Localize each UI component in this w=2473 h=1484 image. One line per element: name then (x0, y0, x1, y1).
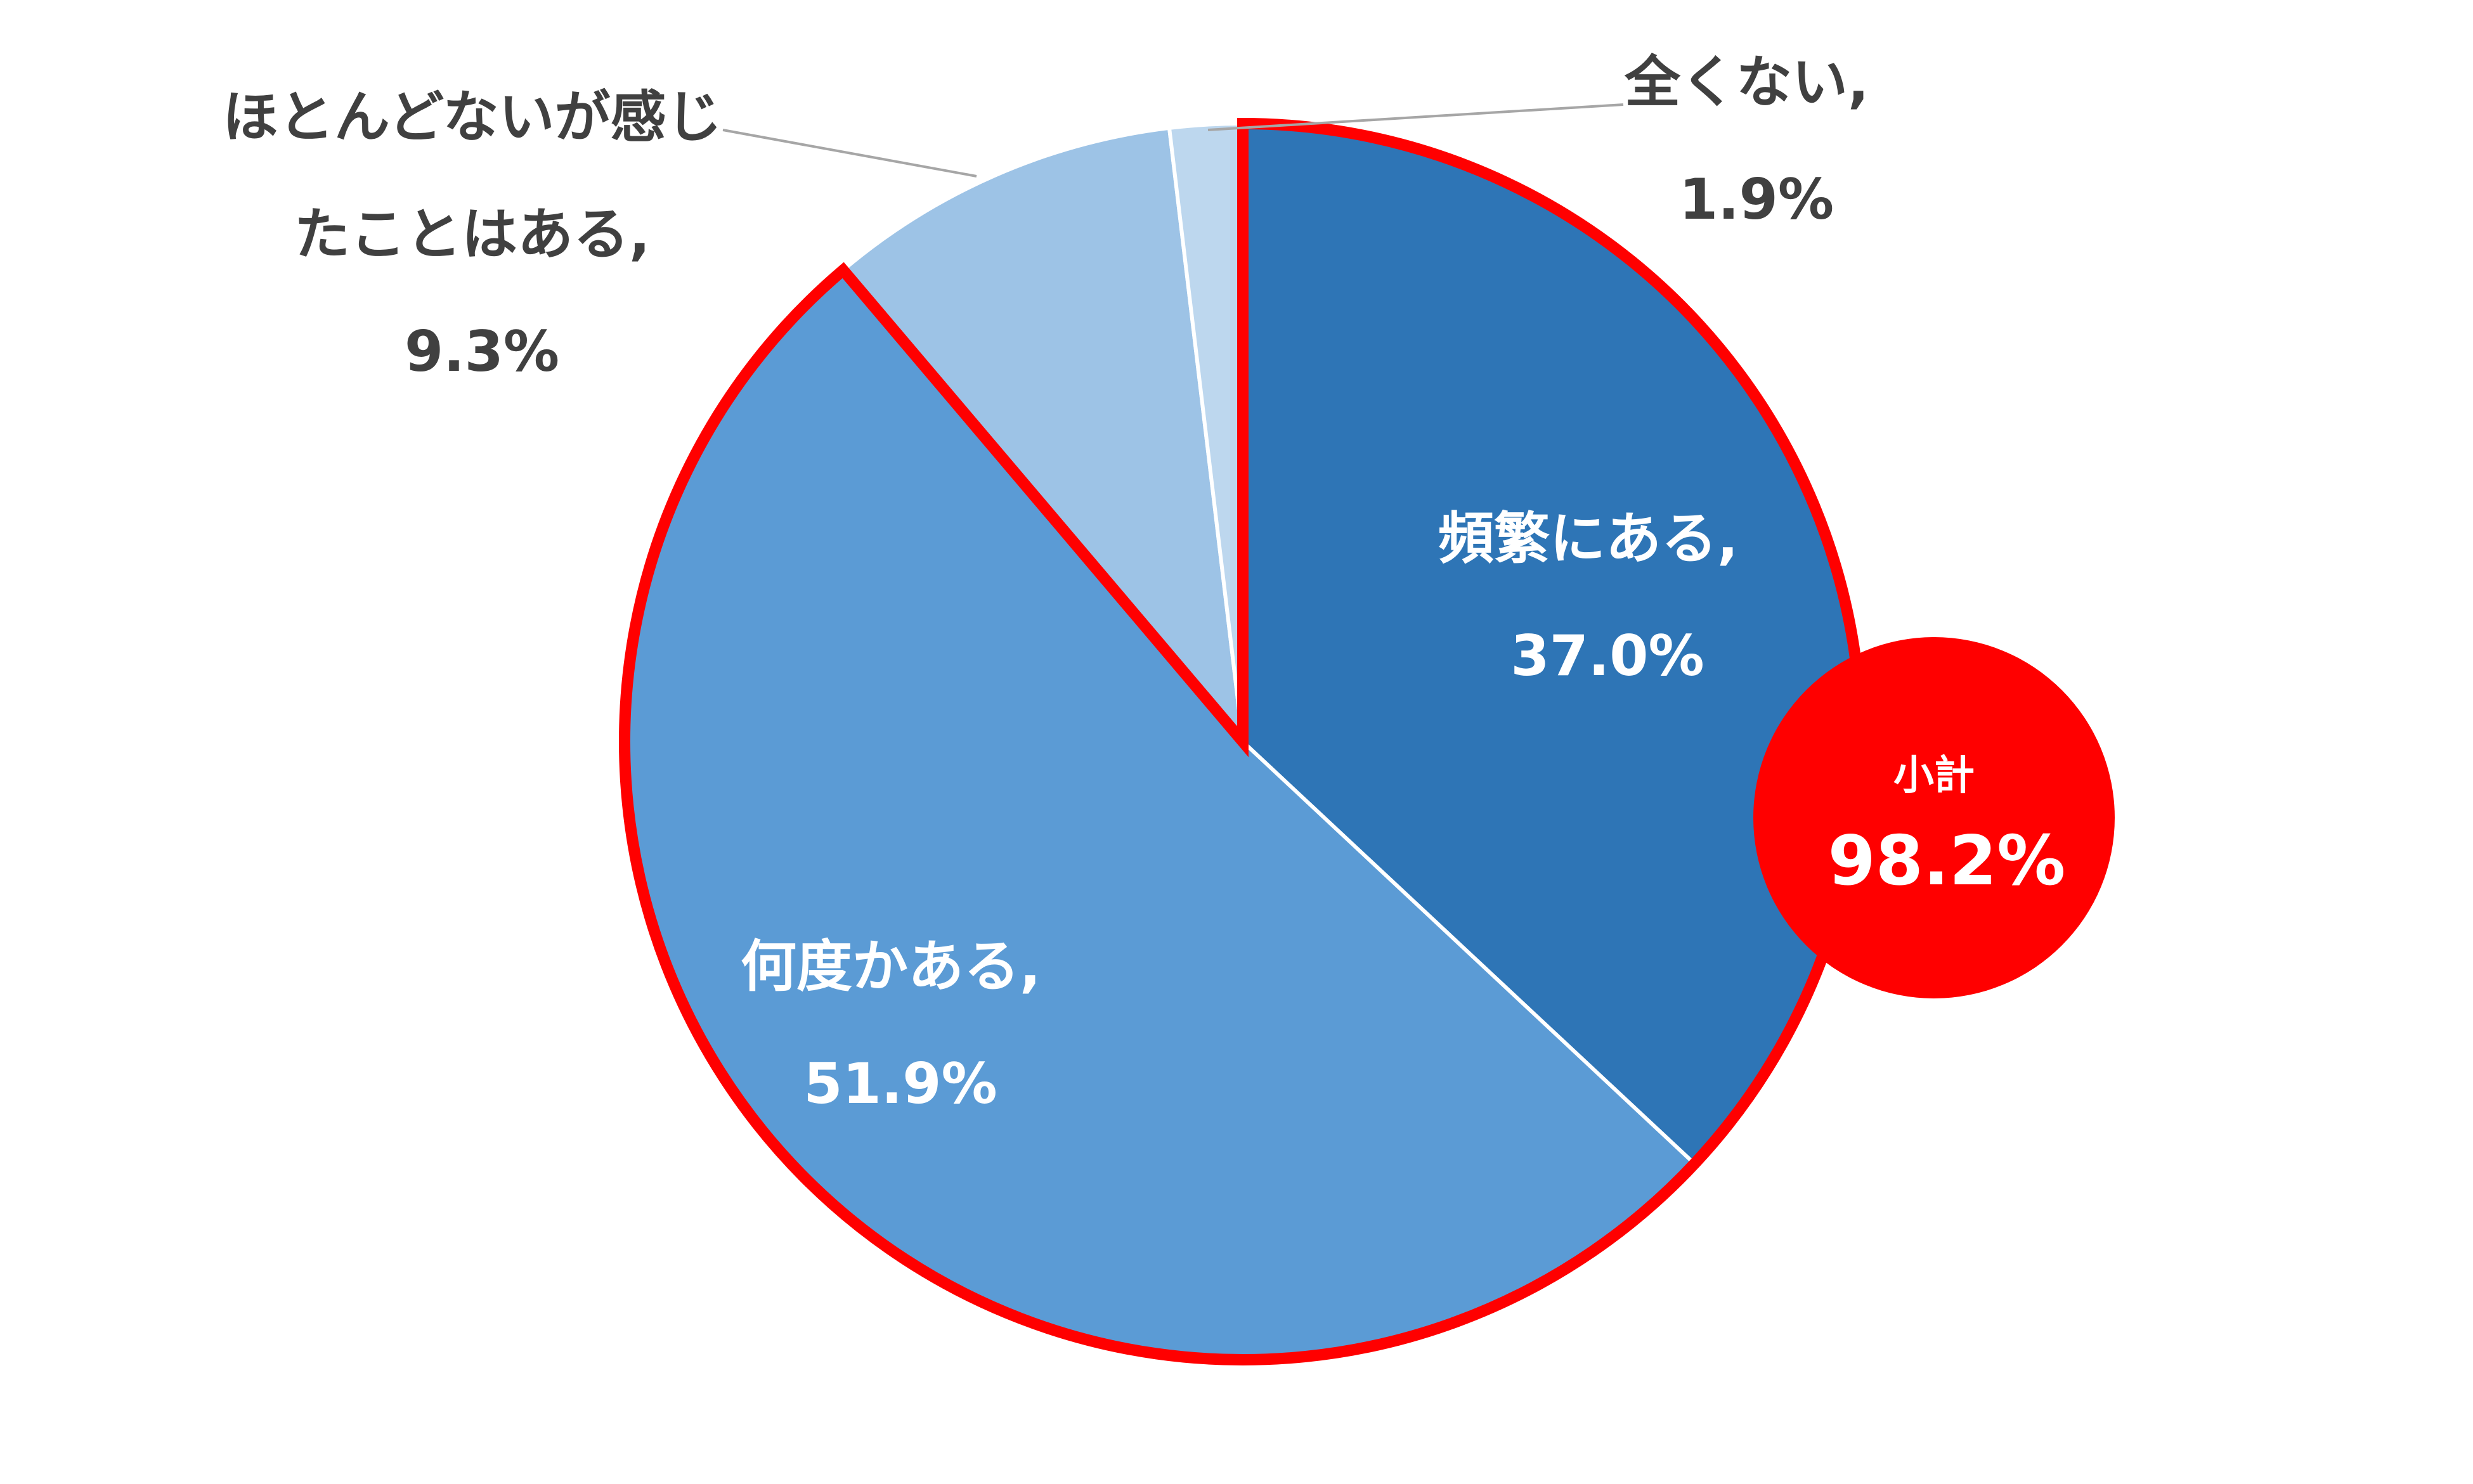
label-several-times: 何度かある, 51.9% (741, 934, 1060, 1116)
subtotal-title: 小計 (1893, 752, 1975, 799)
label-frequent-line-2: 37.0% (1510, 623, 1704, 688)
label-rarely: ほとんどないが感じ たことはある, 9.3% (223, 84, 741, 384)
label-frequent: 頻繁にある, 37.0% (1438, 506, 1758, 688)
label-rarely-line-3: 9.3% (405, 319, 559, 384)
pie-slice-rarely (840, 126, 1246, 748)
label-several-times-line-2: 51.9% (803, 1051, 997, 1116)
label-never-line-2: 1.9% (1679, 167, 1834, 232)
label-rarely-line-2: たことはある, (294, 202, 650, 267)
subtotal-outline (619, 117, 1867, 1365)
label-never: 全くない, 1.9% (1624, 49, 1888, 232)
subtotal-value: 98.2% (1828, 822, 2066, 901)
label-frequent-line-1: 頻繁にある, (1438, 506, 1738, 571)
label-never-line-1: 全くない, (1624, 49, 1869, 115)
label-several-times-line-1: 何度かある, (741, 934, 1041, 999)
label-rarely-line-1: ほとんどないが感じ (223, 84, 722, 150)
subtotal-badge (1753, 637, 2115, 998)
leader-line-rarely (722, 129, 977, 177)
leader-line-never (1207, 103, 1624, 131)
